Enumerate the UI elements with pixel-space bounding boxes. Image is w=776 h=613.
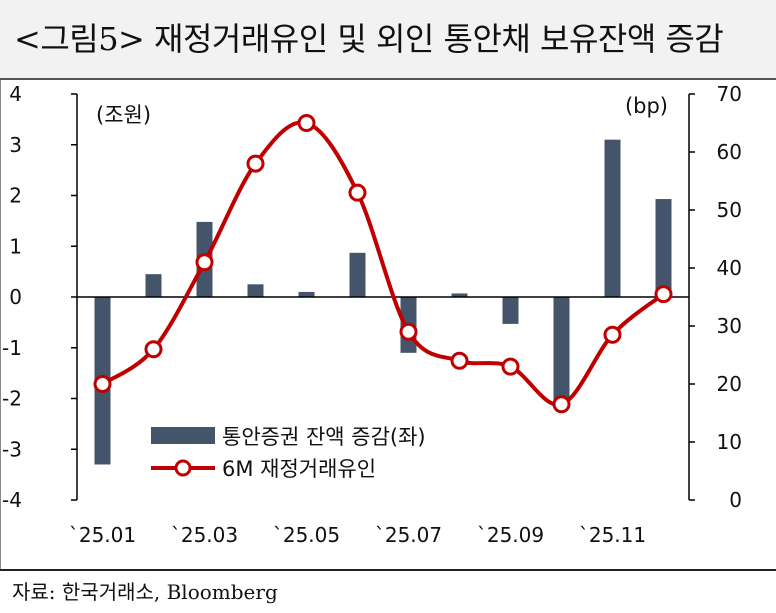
x-axis-tick-label: `25.11: [579, 523, 646, 547]
left-axis-tick-label: 1: [9, 234, 22, 258]
legend: 통안증권 잔액 증감(좌) 6M 재정거래유인: [151, 425, 426, 481]
left-axis-tick-label: 2: [9, 184, 22, 208]
right-axis-tick-label: 50: [717, 198, 742, 222]
bar: [553, 297, 570, 407]
right-axis-tick-label: 0: [729, 488, 742, 512]
line-point: [195, 253, 214, 272]
line-point: [348, 183, 367, 202]
line-point: [399, 322, 418, 341]
right-axis-tick-label: 70: [717, 82, 742, 106]
line-point: [93, 375, 112, 393]
line-point: [603, 325, 622, 344]
x-axis-tick-label: `25.07: [375, 523, 442, 547]
bar: [451, 293, 468, 297]
source-note: 자료: 한국거래소, Bloomberg: [12, 580, 278, 604]
right-axis-tick-label: 40: [717, 256, 742, 280]
line-point: [654, 285, 673, 304]
right-axis-tick-label: 30: [717, 314, 742, 338]
right-axis-tick-label: 60: [717, 140, 742, 164]
line-point: [297, 114, 316, 132]
line-point: [501, 357, 520, 376]
bar: [502, 297, 519, 324]
x-axis-tick-label: `25.03: [171, 523, 238, 547]
line-markers: [93, 114, 673, 414]
line-point: [246, 154, 265, 173]
page-title: <그림5> 재정거래유인 및 외인 통안채 보유잔액 증감: [14, 20, 724, 58]
bar: [247, 284, 264, 297]
legend-line-label: 6M 재정거래유인: [222, 457, 376, 481]
line-series: [101, 120, 665, 407]
x-axis-tick-label: `25.05: [273, 523, 340, 547]
x-axis-tick-label: `25.01: [69, 523, 136, 547]
line-point: [144, 340, 163, 359]
bar: [145, 274, 162, 297]
left-axis-tick-label: -4: [2, 488, 22, 512]
left-axis-tick-label: 0: [9, 285, 22, 309]
bar: [604, 139, 621, 297]
x-axis: `25.01 `25.03 `25.05 `25.07 `25.09 `25.11: [69, 523, 646, 547]
bar: [655, 199, 672, 297]
frame-left-border: [0, 80, 1, 570]
right-axis-tick-label: 10: [717, 430, 742, 454]
bar-series: [94, 139, 672, 465]
left-axis-tick-label: -1: [2, 336, 22, 360]
legend-line-marker: [174, 459, 192, 477]
left-axis-tick-label: 3: [9, 133, 22, 157]
legend-bar-swatch: [151, 427, 215, 444]
line-point: [552, 395, 571, 414]
legend-bar-label: 통안증권 잔액 증감(좌): [222, 425, 426, 449]
title-divider: [0, 78, 776, 80]
left-axis-tick-label: -2: [2, 387, 22, 411]
title-bar: <그림5> 재정거래유인 및 외인 통안채 보유잔액 증감: [0, 0, 776, 78]
footer-divider: [0, 569, 776, 571]
bar: [349, 252, 366, 297]
right-axis-tick-label: 20: [717, 372, 742, 396]
bar: [298, 291, 315, 297]
left-axis: 4 3 2 1 0 -1 -2 -3 -4: [2, 82, 77, 512]
right-axis-unit: (bp): [625, 94, 668, 118]
x-axis-tick-label: `25.09: [477, 523, 544, 547]
line-point: [450, 351, 469, 370]
left-axis-tick-label: -3: [2, 437, 22, 461]
left-axis-tick-label: 4: [9, 82, 22, 106]
left-axis-unit: (조원): [96, 103, 151, 127]
right-axis: 70 60 50 40 30 20 10 0: [689, 82, 742, 512]
